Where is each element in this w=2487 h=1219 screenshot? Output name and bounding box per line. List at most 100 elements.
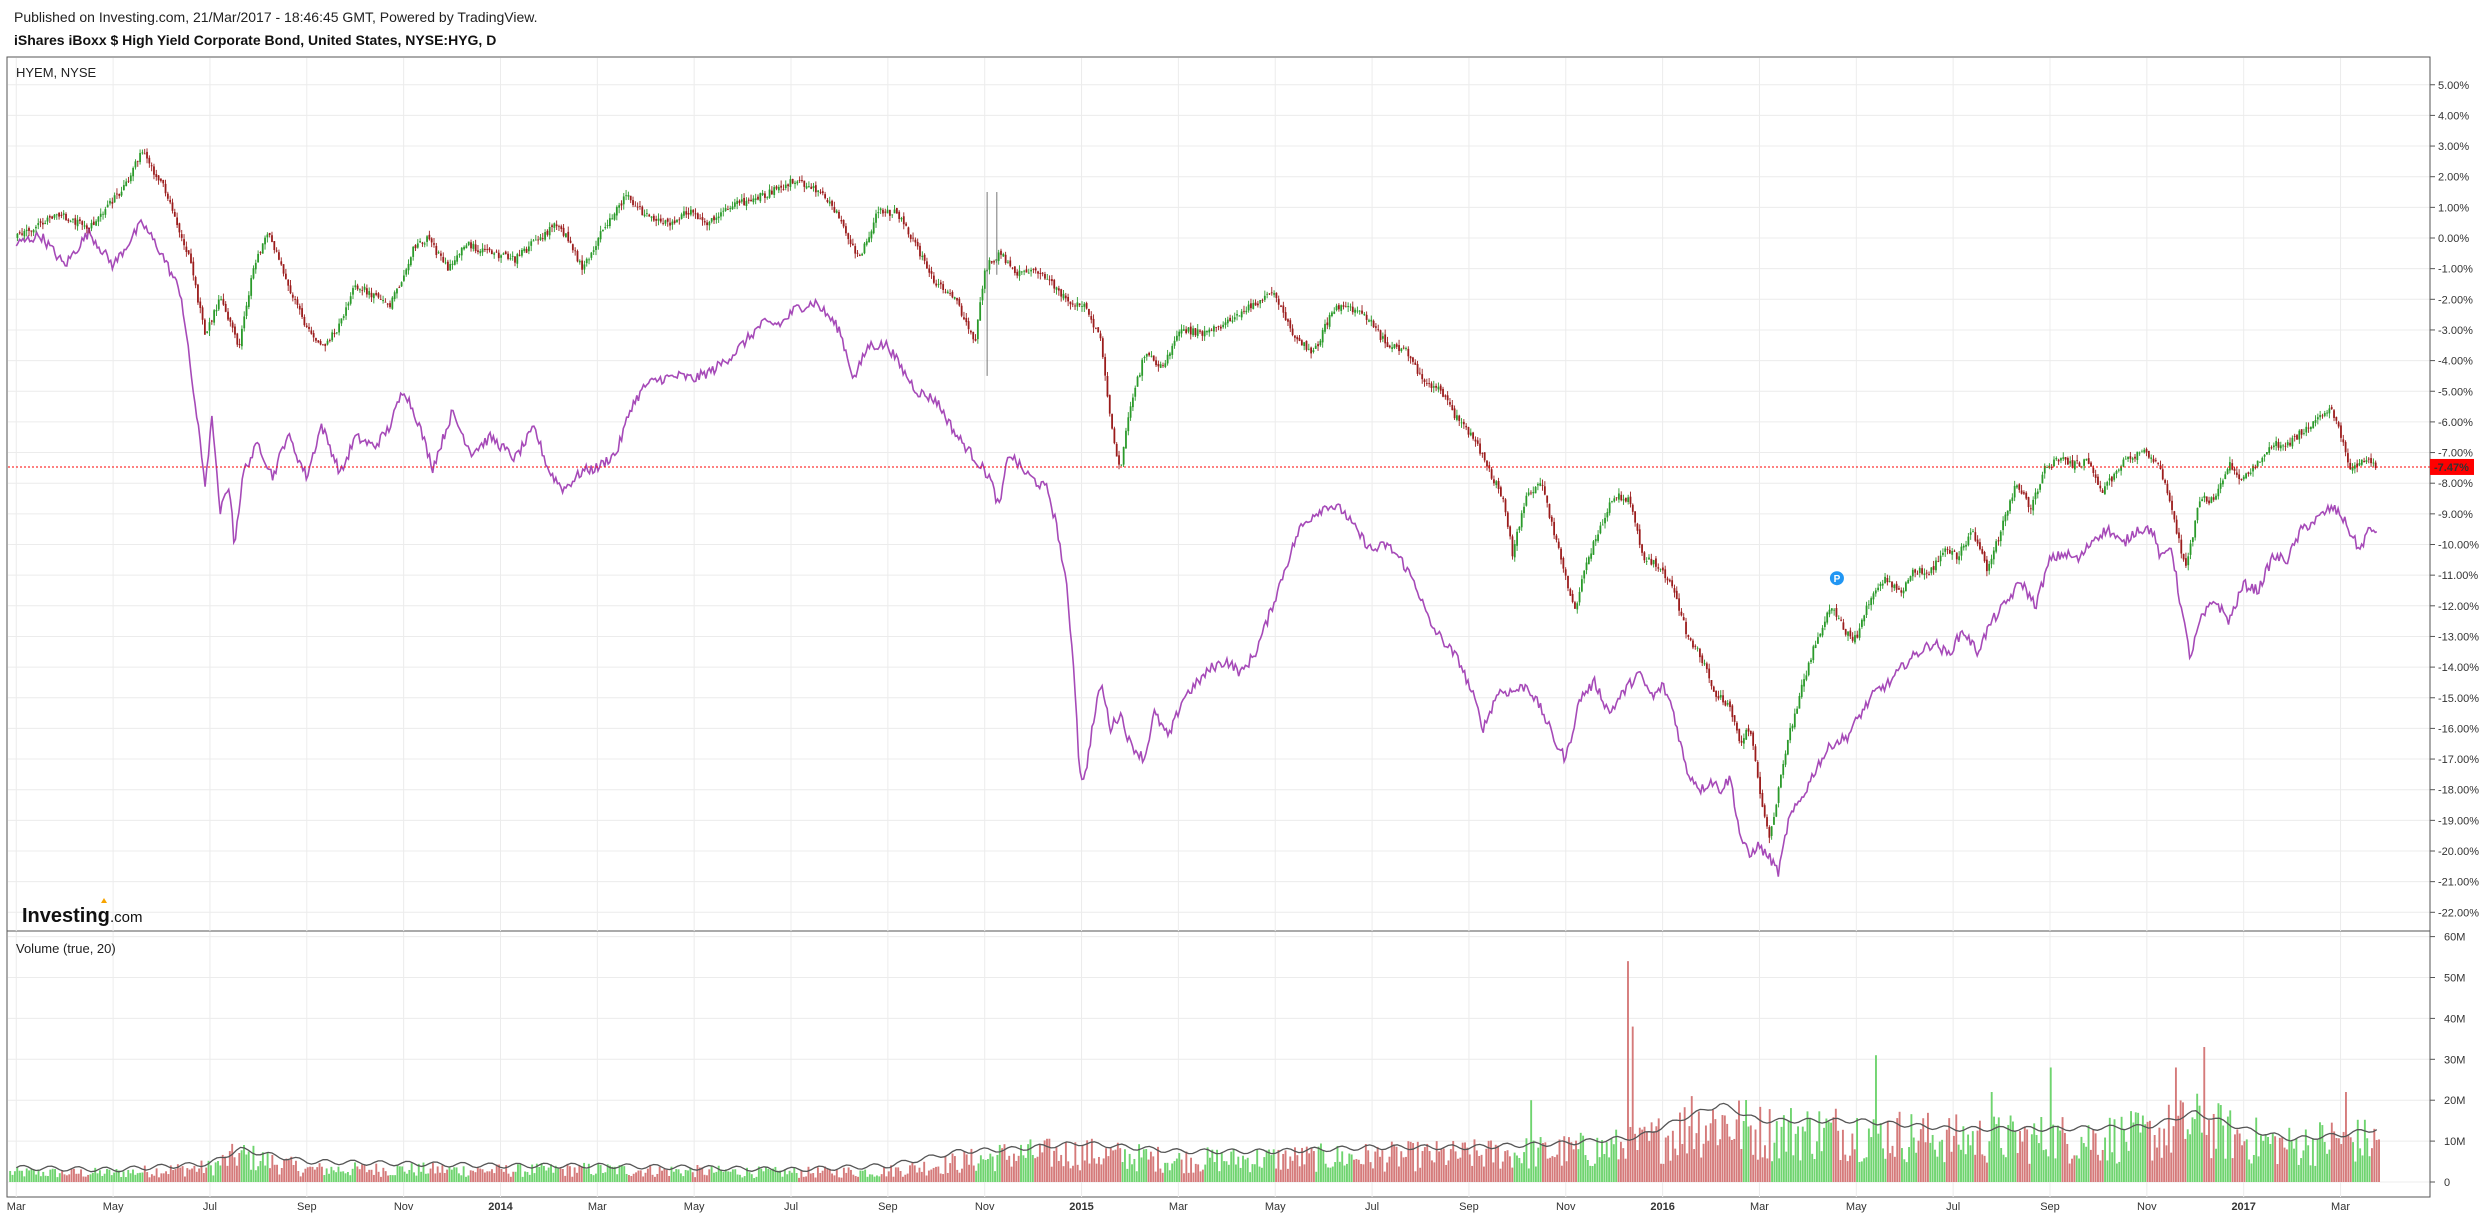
volume-bar bbox=[1501, 1161, 1504, 1182]
time-tick-label: 2016 bbox=[1650, 1201, 1674, 1213]
volume-bar bbox=[909, 1165, 911, 1182]
candle-body bbox=[1416, 363, 1419, 374]
volume-bar bbox=[1079, 1170, 1082, 1182]
candle-body bbox=[814, 185, 817, 193]
volume-bar bbox=[1631, 1026, 1634, 1182]
candle-body bbox=[1648, 557, 1650, 560]
candle-body bbox=[1851, 636, 1854, 641]
volume-bar bbox=[561, 1168, 564, 1182]
volume-bar bbox=[1390, 1141, 1393, 1182]
candle-body bbox=[150, 165, 153, 167]
volume-bar bbox=[462, 1166, 465, 1182]
volume-tick-label: 0 bbox=[2444, 1177, 2450, 1189]
candle-body bbox=[1534, 486, 1537, 494]
logo-mark-icon bbox=[101, 898, 107, 903]
volume-bar bbox=[1338, 1161, 1341, 1182]
volume-bar bbox=[930, 1169, 933, 1182]
candle-body bbox=[247, 295, 250, 307]
volume-bar bbox=[2068, 1163, 2071, 1182]
candle-body bbox=[1305, 340, 1308, 350]
candle-body bbox=[750, 199, 752, 202]
volume-bar bbox=[566, 1163, 569, 1182]
candle-body bbox=[1060, 289, 1063, 297]
price-tick-label: -22.00% bbox=[2438, 907, 2479, 919]
candle-body bbox=[1164, 363, 1167, 368]
volume-bar bbox=[2089, 1149, 2092, 1182]
volume-bar bbox=[1934, 1149, 1936, 1182]
candle-body bbox=[694, 213, 697, 215]
volume-bar bbox=[1825, 1118, 1828, 1182]
volume-bar bbox=[1142, 1149, 1145, 1182]
volume-bar bbox=[1518, 1157, 1521, 1182]
volume-bar bbox=[1747, 1126, 1750, 1182]
volume-bar bbox=[1345, 1163, 1348, 1182]
candle-body bbox=[1312, 350, 1315, 353]
volume-bar bbox=[1324, 1163, 1327, 1182]
volume-bar bbox=[2165, 1145, 2168, 1182]
volume-bar bbox=[2278, 1137, 2281, 1182]
volume-bar bbox=[124, 1177, 127, 1182]
volume-bar bbox=[2137, 1112, 2140, 1182]
candle-body bbox=[1655, 558, 1657, 567]
volume-bar bbox=[174, 1169, 177, 1182]
candle-body bbox=[1328, 314, 1331, 327]
volume-bar bbox=[1301, 1147, 1304, 1182]
volume-bar bbox=[387, 1175, 390, 1182]
volume-bar bbox=[363, 1164, 366, 1182]
volume-bar bbox=[1688, 1126, 1691, 1182]
candle-body bbox=[1303, 342, 1306, 347]
candle-body bbox=[544, 232, 546, 240]
volume-bar bbox=[2042, 1150, 2045, 1182]
volume-bar bbox=[51, 1168, 54, 1182]
candle-body bbox=[1671, 580, 1674, 587]
candle-body bbox=[2092, 467, 2095, 473]
candle-body bbox=[125, 181, 128, 187]
volume-bar bbox=[2108, 1117, 2111, 1182]
volume-bar bbox=[1683, 1107, 1686, 1182]
volume-bar bbox=[1074, 1142, 1077, 1182]
candle-body bbox=[1400, 348, 1403, 351]
volume-bar bbox=[328, 1173, 330, 1182]
volume-bar bbox=[1119, 1148, 1122, 1182]
volume-bar bbox=[517, 1164, 519, 1182]
volume-bar bbox=[1520, 1163, 1523, 1182]
volume-bar bbox=[486, 1171, 489, 1182]
candle-body bbox=[173, 211, 176, 217]
candle-body bbox=[2046, 467, 2048, 468]
volume-bar bbox=[2019, 1130, 2021, 1182]
candle-body bbox=[1263, 295, 1266, 300]
candle-body bbox=[592, 250, 595, 252]
volume-bar bbox=[1499, 1168, 1502, 1182]
candle-body bbox=[2323, 412, 2326, 416]
candle-body bbox=[347, 303, 350, 306]
volume-bar bbox=[653, 1176, 656, 1182]
candle-body bbox=[1097, 327, 1100, 333]
volume-bar bbox=[1478, 1155, 1481, 1182]
volume-bar bbox=[1112, 1150, 1115, 1182]
candle-body bbox=[1904, 582, 1907, 592]
candle-body bbox=[1643, 552, 1646, 561]
volume-bar bbox=[687, 1170, 689, 1182]
volume-bar bbox=[1539, 1137, 1542, 1182]
volume-bar bbox=[1924, 1142, 1927, 1182]
candle-body bbox=[770, 190, 773, 195]
candle-body bbox=[747, 199, 750, 201]
candle-body bbox=[1849, 630, 1852, 637]
volume-bar bbox=[113, 1172, 116, 1182]
volume-bar bbox=[1837, 1130, 1840, 1182]
volume-bar bbox=[21, 1170, 23, 1182]
volume-bar bbox=[261, 1152, 264, 1182]
candle-body bbox=[1055, 287, 1058, 290]
candle-body bbox=[1983, 552, 1986, 562]
volume-bar bbox=[1428, 1151, 1431, 1182]
volume-bar bbox=[847, 1167, 850, 1182]
volume-bar bbox=[1615, 1129, 1618, 1182]
volume-bar bbox=[1525, 1138, 1528, 1182]
candle-body bbox=[23, 230, 26, 237]
candle-body bbox=[1759, 776, 1761, 795]
volume-bar bbox=[2146, 1121, 2149, 1182]
candle-body bbox=[581, 260, 584, 270]
candle-body bbox=[2076, 460, 2079, 462]
